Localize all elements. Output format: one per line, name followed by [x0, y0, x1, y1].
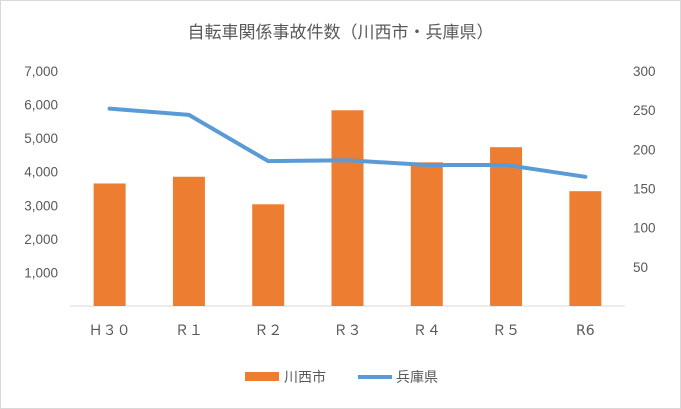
legend-bar-swatch: [245, 372, 279, 381]
bar-1: [93, 183, 126, 306]
left-tick-label: 4,000: [24, 165, 58, 180]
bar-4: [331, 110, 364, 307]
right-axis-ticks: 50 100 150 200 250 300: [633, 64, 656, 275]
left-tick-label: 2,000: [24, 232, 58, 247]
category-label: Ｒ５: [492, 323, 520, 339]
category-label: Ｒ１: [175, 323, 203, 339]
bar-2: [172, 176, 205, 306]
right-tick-label: 300: [633, 64, 656, 79]
category-label: Ｈ３０: [89, 323, 131, 339]
right-tick-label: 250: [633, 103, 656, 118]
bar-6: [490, 147, 523, 306]
left-tick-label: 5,000: [24, 131, 58, 146]
category-label: Ｒ３: [334, 323, 362, 339]
left-axis-ticks: 1,000 2,000 3,000 4,000 5,000 6,000 7,000: [24, 64, 58, 280]
category-label: Ｒ２: [254, 323, 282, 339]
category-labels: Ｈ３０ Ｒ１ Ｒ２ Ｒ３ Ｒ４ Ｒ５ R6: [89, 323, 595, 339]
left-tick-label: 3,000: [24, 198, 58, 213]
chart-title: 自転車関係事故件数（川西市・兵庫県）: [188, 23, 494, 43]
category-label: R6: [576, 323, 595, 339]
legend-bar-label: 川西市: [284, 369, 326, 386]
bar-3: [252, 204, 285, 306]
bar-series: [93, 110, 602, 307]
left-tick-label: 1,000: [24, 265, 58, 280]
legend: 川西市 兵庫県: [245, 369, 438, 386]
left-tick-label: 7,000: [24, 64, 58, 79]
bar-7: [569, 191, 602, 306]
category-label: Ｒ４: [413, 323, 441, 339]
right-tick-label: 100: [633, 221, 656, 236]
line-series: [107, 106, 588, 179]
right-tick-label: 200: [633, 142, 656, 157]
bar-5: [410, 162, 443, 306]
left-tick-label: 6,000: [24, 98, 58, 113]
right-tick-label: 150: [633, 182, 656, 197]
right-tick-label: 50: [633, 260, 648, 275]
legend-line-label: 兵庫県: [396, 369, 438, 386]
